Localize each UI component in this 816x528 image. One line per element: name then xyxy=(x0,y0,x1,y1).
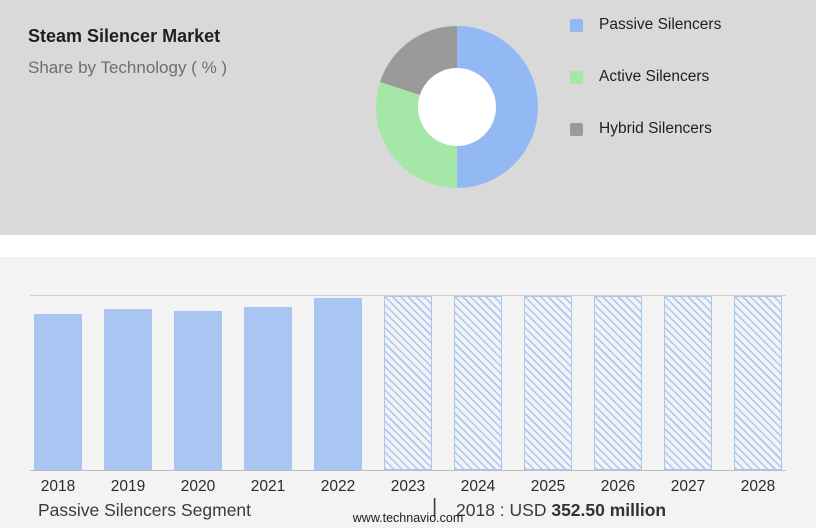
x-label-2025: 2025 xyxy=(530,478,566,495)
x-label-2022: 2022 xyxy=(320,478,356,495)
website-link[interactable]: www.technavio.com xyxy=(352,511,464,525)
legend-label-active: Active Silencers xyxy=(599,68,710,85)
bar-slot-2019 xyxy=(104,296,152,470)
bar-slot-2024 xyxy=(454,296,502,470)
market-value: 2018 : USD 352.50 million xyxy=(456,500,666,521)
bar-2027 xyxy=(664,296,712,470)
legend-item-active: Active Silencers xyxy=(570,64,721,90)
bar-slot-2022 xyxy=(314,296,362,470)
bar-2026 xyxy=(594,296,642,470)
donut-hole xyxy=(418,68,496,146)
donut-chart xyxy=(376,26,538,188)
bar-slot-2025 xyxy=(524,296,572,470)
x-label-2026: 2026 xyxy=(600,478,636,495)
x-label-2018: 2018 xyxy=(40,478,76,495)
bar-2020 xyxy=(174,311,222,470)
legend-label-hybrid: Hybrid Silencers xyxy=(599,120,712,137)
market-value-amount: 352.50 million xyxy=(551,500,667,520)
x-label-2019: 2019 xyxy=(110,478,146,495)
bar-slot-2021 xyxy=(244,296,292,470)
legend-label-passive: Passive Silencers xyxy=(599,16,722,33)
bar-2019 xyxy=(104,309,152,470)
bar-2023 xyxy=(384,296,432,470)
bar-2022 xyxy=(314,298,362,470)
summary-panel: Steam Silencer Market Share by Technolog… xyxy=(0,0,816,235)
bar-2028 xyxy=(734,296,782,470)
page-title: Steam Silencer Market xyxy=(28,26,221,46)
footer-separator: | xyxy=(432,496,438,518)
bar-2025 xyxy=(524,296,572,470)
legend-item-passive: Passive Silencers xyxy=(570,12,721,38)
x-label-2028: 2028 xyxy=(740,478,776,495)
legend-item-hybrid: Hybrid Silencers xyxy=(570,116,721,142)
bar-slot-2020 xyxy=(174,296,222,470)
bar-slot-2028 xyxy=(734,296,782,470)
bar-slot-2023 xyxy=(384,296,432,470)
x-label-2027: 2027 xyxy=(670,478,706,495)
chart-legend: Passive Silencers Active Silencers Hybri… xyxy=(570,12,721,168)
legend-swatch-active xyxy=(570,70,583,84)
page-subtitle: Share by Technology ( % ) xyxy=(28,58,228,77)
bar-chart-plot xyxy=(30,295,786,471)
legend-swatch-passive xyxy=(570,18,583,32)
section-divider xyxy=(0,235,816,257)
x-label-2024: 2024 xyxy=(460,478,496,495)
bar-slot-2026 xyxy=(594,296,642,470)
bar-2021 xyxy=(244,307,292,470)
x-label-2021: 2021 xyxy=(250,478,286,495)
bar-slot-2018 xyxy=(34,296,82,470)
x-label-2020: 2020 xyxy=(180,478,216,495)
segment-label: Passive Silencers Segment xyxy=(38,500,252,520)
bar-2024 xyxy=(454,296,502,470)
bar-2018 xyxy=(34,314,82,470)
legend-swatch-hybrid xyxy=(570,122,583,136)
bar-slot-2027 xyxy=(664,296,712,470)
market-value-prefix: 2018 : USD xyxy=(456,500,547,520)
x-label-2023: 2023 xyxy=(390,478,426,495)
bar-chart-x-axis: 2018 2019 2020 2021 2022 2023 2024 2025 2026 2027… xyxy=(30,478,786,496)
